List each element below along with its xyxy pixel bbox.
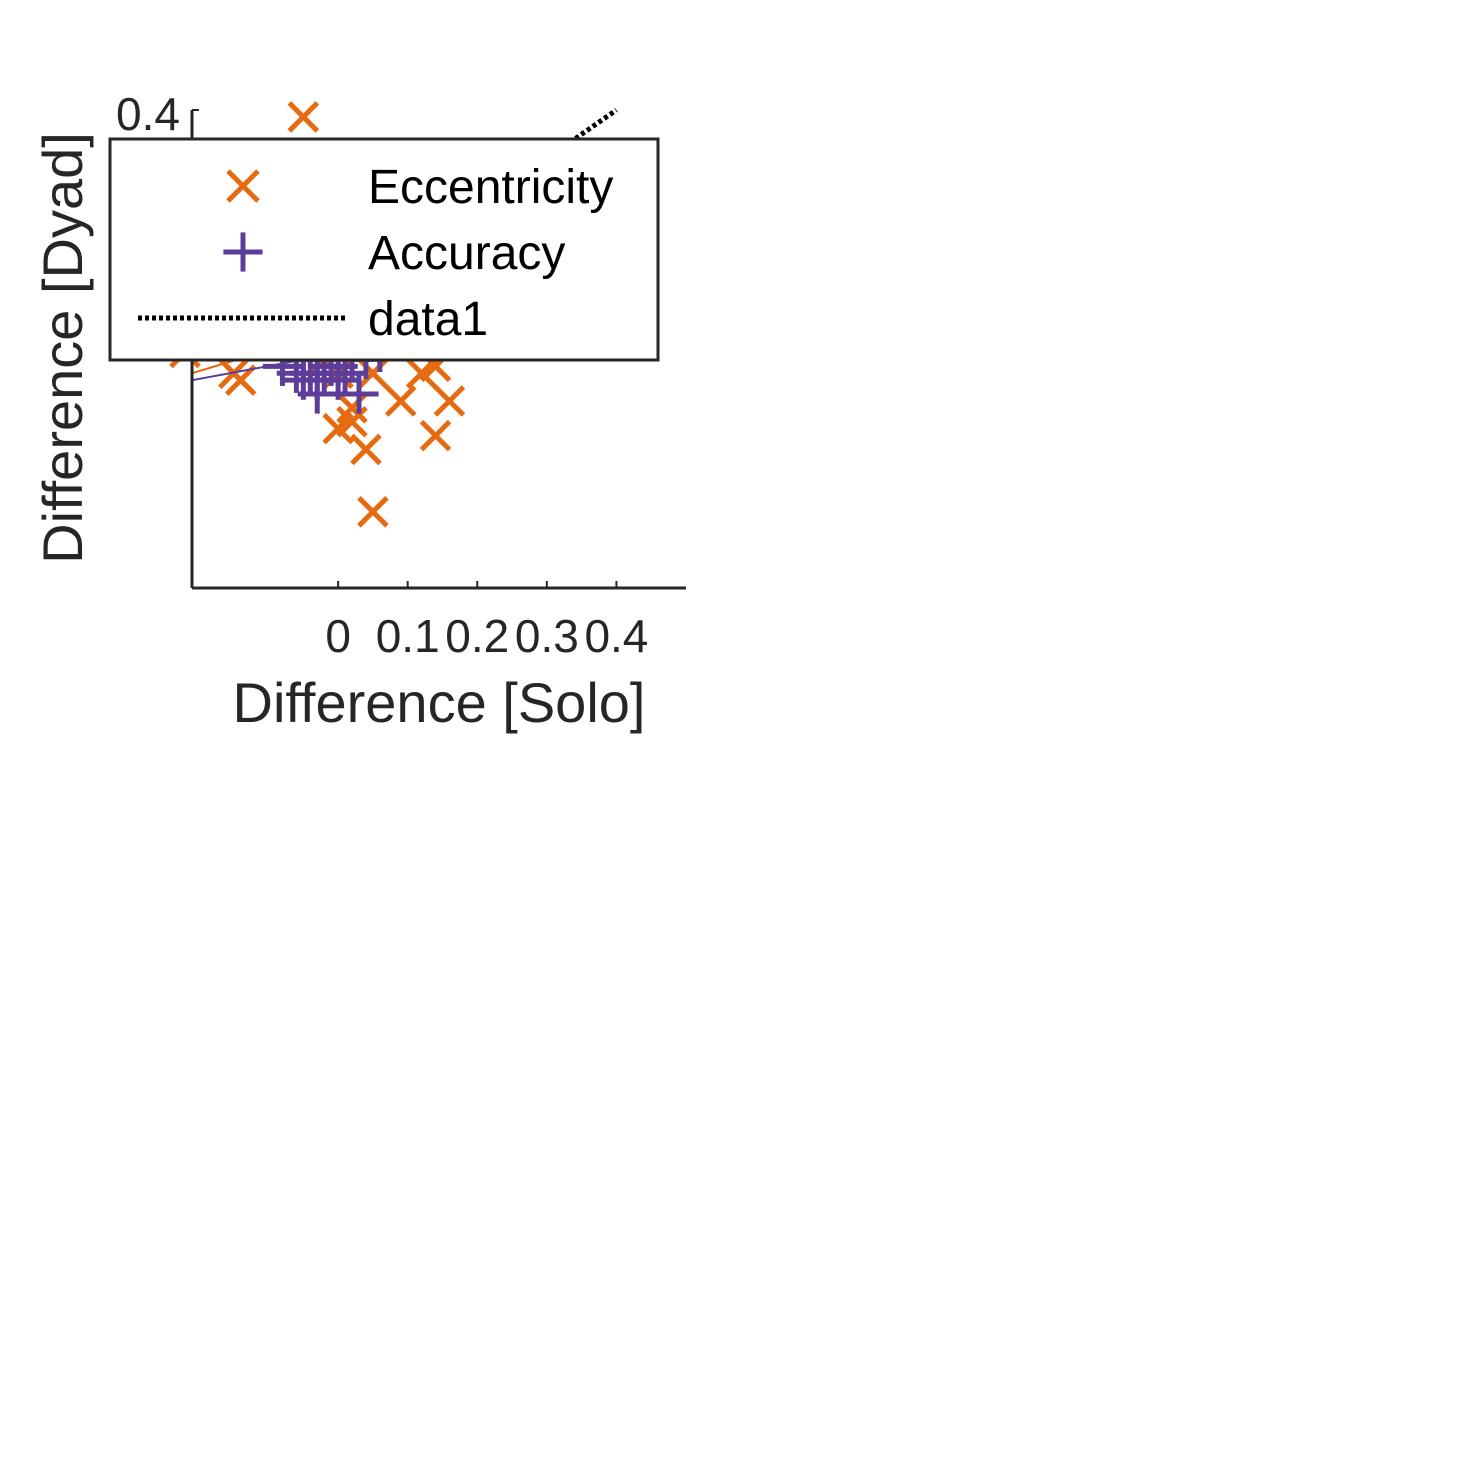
legend: Eccentricity Accuracy data1 [108, 137, 660, 362]
accuracy-point [297, 374, 337, 414]
accuracy-point [318, 360, 358, 400]
marker-stroke [384, 385, 417, 417]
legend-label: Eccentricity [368, 161, 613, 214]
x-tick-label: 0.4 [584, 610, 648, 662]
eccentricity-point [384, 385, 417, 417]
accuracy-point [339, 374, 379, 414]
x-tick-label: 0.2 [445, 610, 509, 662]
legend-label: data1 [368, 293, 488, 346]
x-tick-label: 0 [325, 610, 351, 662]
x-tick-label: 0.3 [515, 610, 579, 662]
marker-stroke [350, 433, 382, 466]
y-axis-label: Difference [Dyad] [31, 132, 94, 564]
marker-stroke [433, 385, 466, 417]
legend-label: Accuracy [368, 227, 565, 280]
marker-stroke [226, 169, 260, 203]
eccentricity-point [419, 419, 452, 452]
eccentricity-point [433, 385, 466, 417]
x-axis-label: Difference [Solo] [233, 671, 646, 734]
marker-stroke [357, 496, 389, 528]
eccentricity-point [357, 496, 389, 528]
marker-stroke [224, 364, 257, 396]
eccentricity-point [350, 433, 382, 466]
marker-stroke [287, 101, 320, 133]
eccentricity-point [287, 101, 320, 133]
marker-stroke [419, 419, 452, 452]
legend-box [108, 137, 660, 362]
y-tick-label: 0.4 [116, 88, 180, 140]
accuracy-legend-marker [223, 232, 263, 272]
eccentricity-legend-marker [226, 169, 260, 203]
eccentricity-point [224, 364, 257, 396]
x-tick-label: 0.1 [376, 610, 440, 662]
